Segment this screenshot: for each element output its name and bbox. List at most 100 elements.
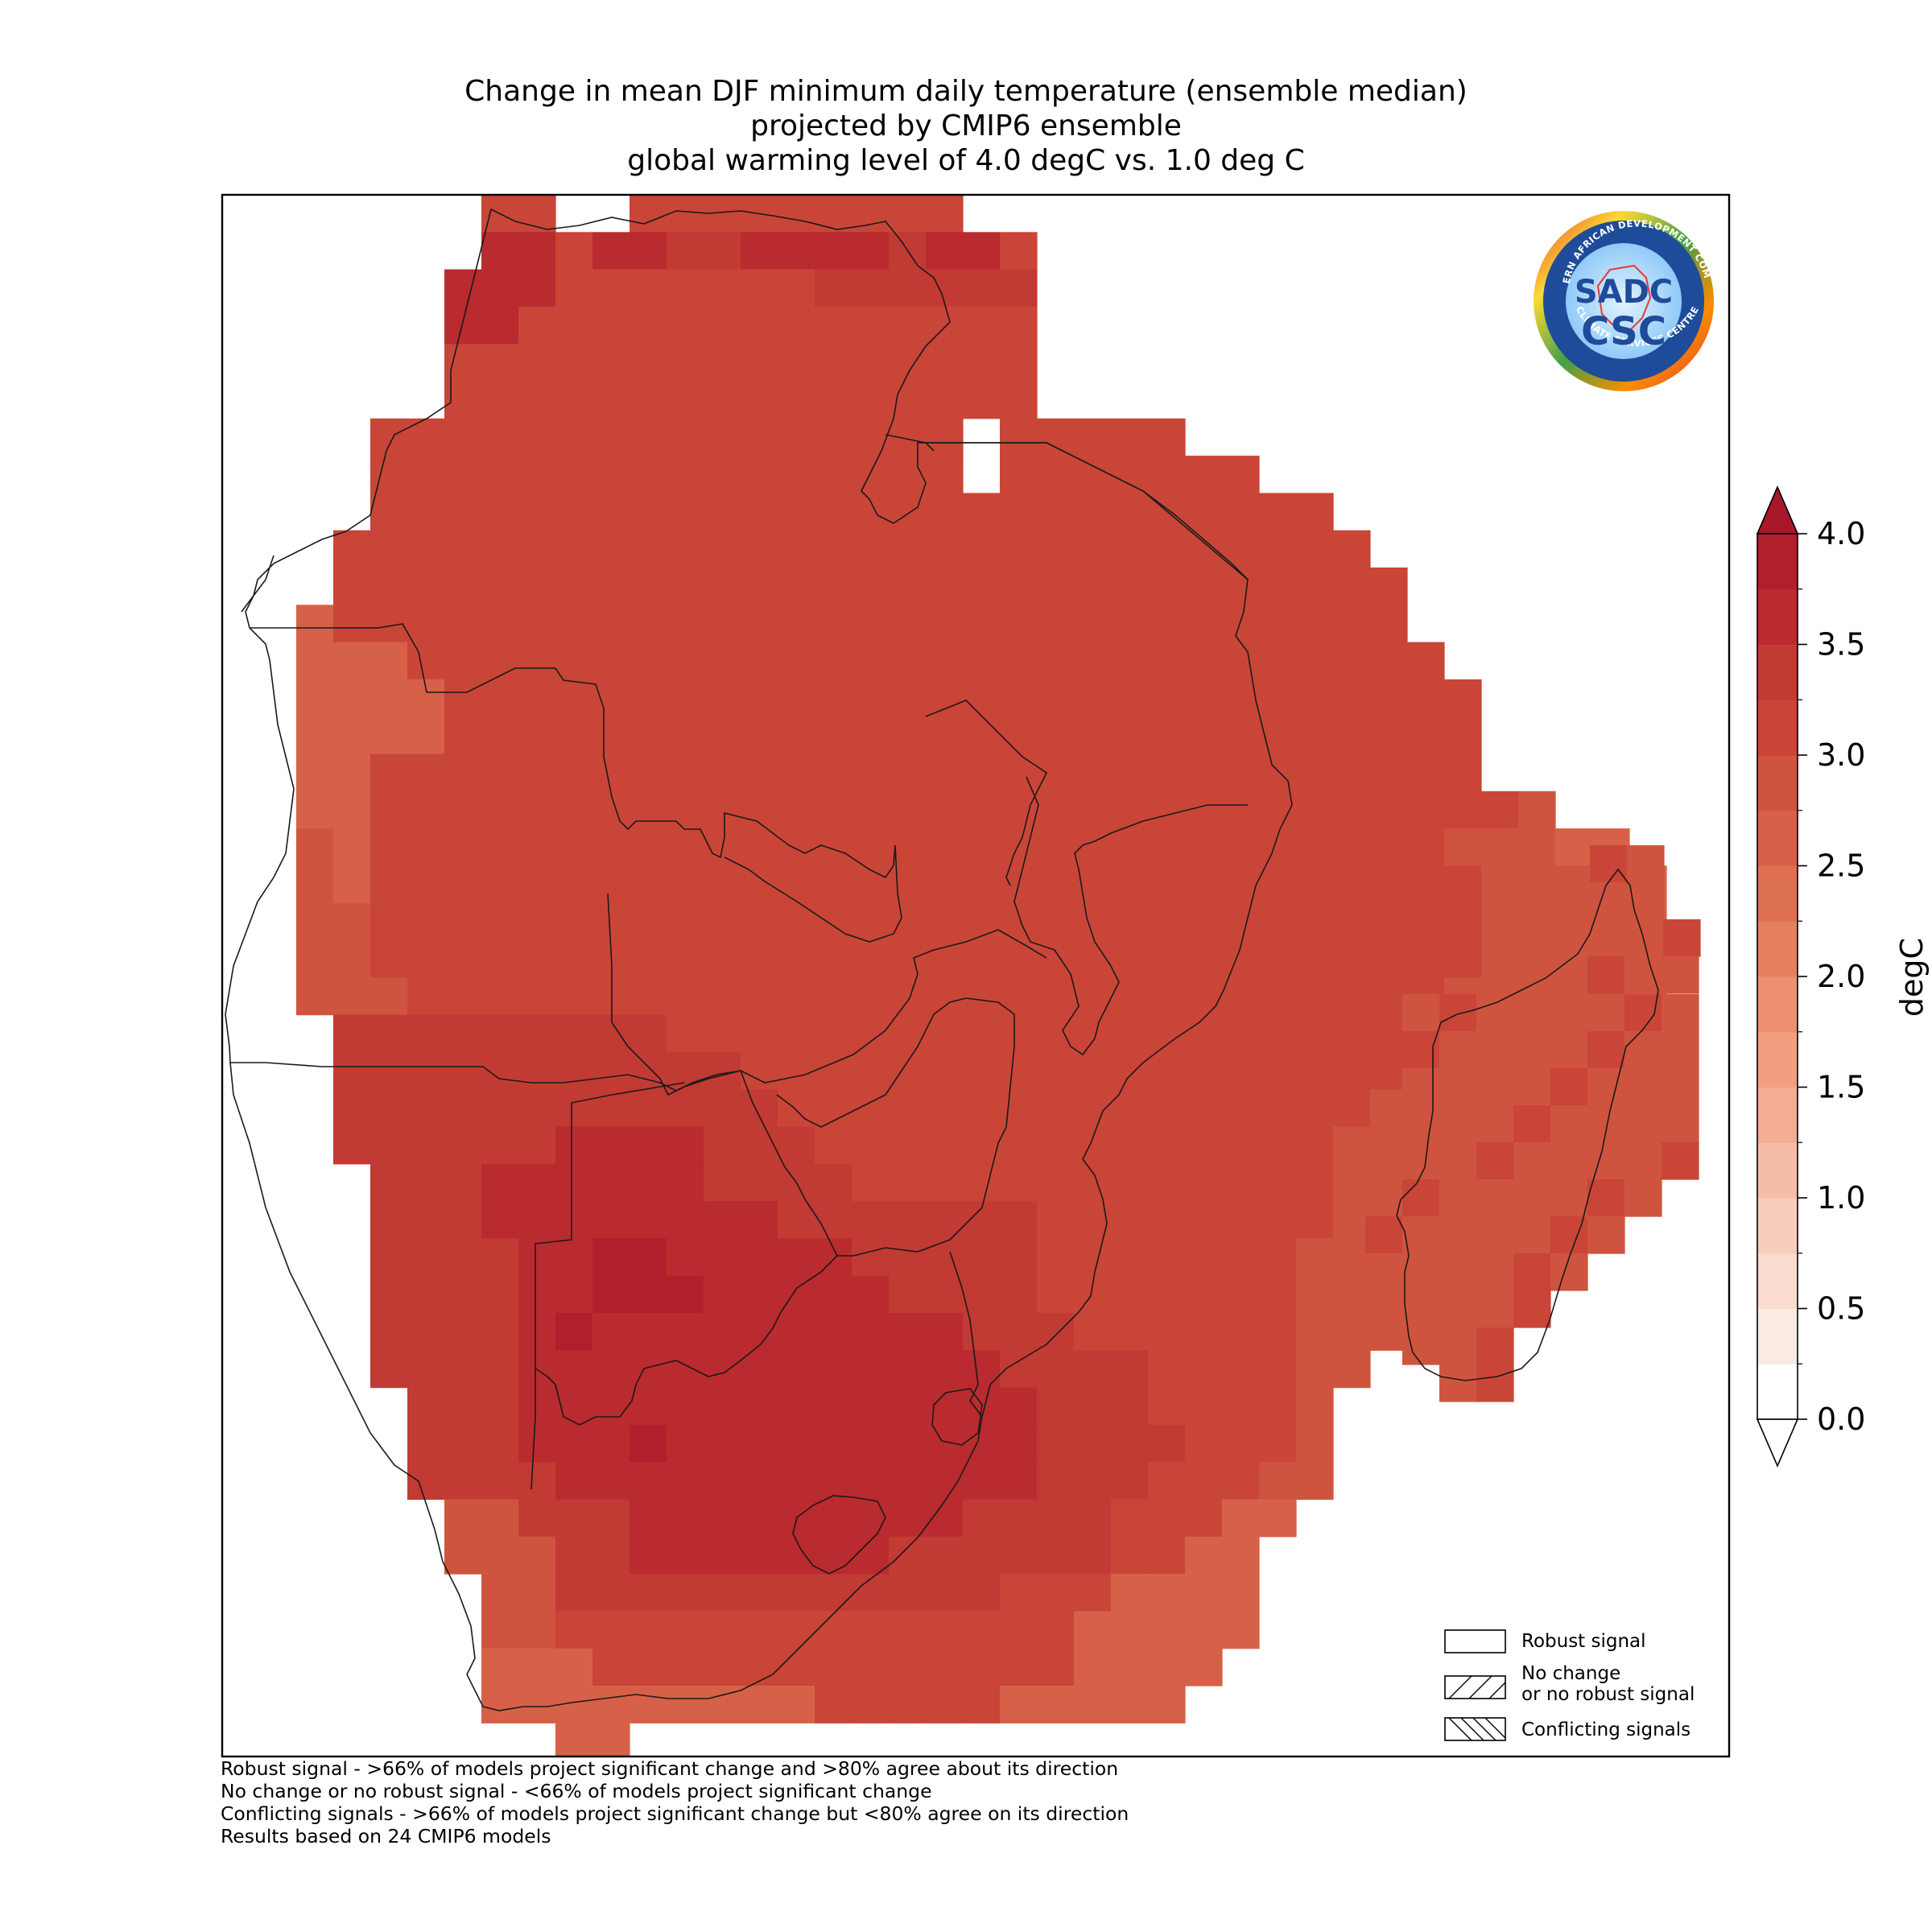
grid-cell — [963, 642, 1001, 680]
grid-cell — [1000, 1686, 1038, 1724]
grid-cell — [1111, 1424, 1149, 1463]
temperature-change-grid — [296, 195, 1701, 1757]
grid-cell — [444, 1313, 482, 1351]
grid-cell — [592, 232, 630, 270]
grid-cell — [1333, 940, 1371, 978]
grid-cell — [1259, 716, 1297, 755]
grid-cell — [1624, 1142, 1662, 1180]
grid-cell — [778, 605, 815, 643]
colorbar-extend-max — [1756, 485, 1799, 535]
grid-cell — [963, 530, 1001, 568]
grid-cell — [1037, 791, 1075, 829]
grid-cell — [1259, 865, 1297, 904]
grid-cell — [1402, 1216, 1440, 1254]
grid-cell — [1111, 1201, 1149, 1239]
grid-cell — [1587, 1179, 1625, 1217]
grid-cell — [1148, 1313, 1186, 1351]
grid-cell — [370, 493, 408, 531]
grid-cell — [555, 1313, 593, 1351]
grid-cell — [1111, 940, 1149, 978]
grid-cell — [407, 1275, 445, 1314]
grid-cell — [630, 1462, 667, 1501]
grid-cell — [481, 456, 519, 493]
grid-cell — [667, 1163, 704, 1202]
grid-cell — [518, 269, 556, 308]
grid-cell — [889, 418, 927, 456]
grid-cell — [667, 1424, 704, 1463]
grid-cell — [1000, 1051, 1038, 1090]
grid-cell — [815, 1350, 852, 1389]
grid-cell — [667, 865, 704, 904]
grid-cell — [1333, 568, 1371, 605]
grid-cell — [407, 716, 445, 755]
grid-cell — [518, 1126, 556, 1165]
grid-cell — [1333, 902, 1371, 941]
grid-cell — [592, 605, 630, 643]
grid-cell — [1476, 1068, 1514, 1106]
grid-cell — [741, 1051, 778, 1090]
border-eswatini — [931, 1388, 983, 1446]
grid-cell — [1148, 418, 1186, 456]
grid-cell — [1513, 1290, 1551, 1328]
grid-cell — [852, 1126, 890, 1165]
grid-cell — [518, 456, 556, 493]
grid-cell — [1111, 828, 1149, 866]
grid-cell — [370, 977, 408, 1016]
grid-cell — [555, 828, 593, 866]
grid-cell — [741, 1238, 778, 1277]
grid-cell — [741, 642, 778, 680]
grid-cell — [296, 642, 334, 680]
grid-cell — [741, 716, 778, 755]
grid-cell — [481, 1089, 519, 1128]
grid-cell — [1333, 1350, 1371, 1389]
grid-cell — [1074, 493, 1112, 531]
grid-cell — [1476, 1290, 1514, 1328]
grid-cell — [1439, 994, 1477, 1032]
grid-cell — [1402, 1179, 1440, 1217]
grid-cell — [1037, 605, 1075, 643]
grid-cell — [555, 306, 593, 345]
grid-cell — [1407, 940, 1445, 978]
grid-cell — [518, 1387, 556, 1426]
grid-cell — [815, 679, 852, 717]
grid-cell — [592, 418, 630, 456]
grid-cell — [852, 828, 890, 866]
grid-cell — [1148, 1648, 1186, 1686]
grid-cell — [852, 456, 890, 493]
grid-cell — [1333, 530, 1371, 568]
grid-cell — [963, 1536, 1001, 1575]
grid-cell — [1222, 1499, 1260, 1538]
grid-cell — [1185, 1648, 1223, 1686]
grid-cell — [778, 679, 815, 717]
grid-cell — [852, 1051, 890, 1090]
grid-cell — [630, 493, 667, 531]
grid-cell — [1111, 530, 1149, 568]
grid-cell — [741, 1313, 778, 1351]
grid-cell — [1000, 456, 1038, 493]
grid-cell — [852, 642, 890, 680]
grid-cell — [481, 1574, 519, 1612]
grid-cell — [1296, 753, 1334, 792]
grid-cell — [1111, 1313, 1149, 1351]
grid-cell — [1000, 344, 1038, 382]
grid-cell — [444, 716, 482, 755]
grid-cell — [1259, 1126, 1297, 1165]
grid-cell — [555, 1275, 593, 1314]
grid-cell — [963, 753, 1001, 792]
grid-cell — [1402, 1253, 1440, 1291]
grid-cell — [1333, 1275, 1371, 1314]
grid-cell — [1624, 1105, 1662, 1143]
grid-cell — [1444, 902, 1482, 941]
grid-cell — [1185, 1611, 1223, 1649]
grid-cell — [444, 605, 482, 643]
grid-cell — [555, 902, 593, 941]
grid-cell — [815, 1387, 852, 1426]
grid-cell — [630, 568, 667, 605]
grid-cell — [1148, 456, 1186, 493]
grid-cell — [1222, 791, 1260, 829]
grid-cell — [630, 232, 667, 270]
grid-cell — [1555, 865, 1593, 904]
grid-cell — [1185, 977, 1223, 1016]
grid-cell — [1624, 956, 1662, 994]
grid-cell — [1037, 1238, 1075, 1277]
